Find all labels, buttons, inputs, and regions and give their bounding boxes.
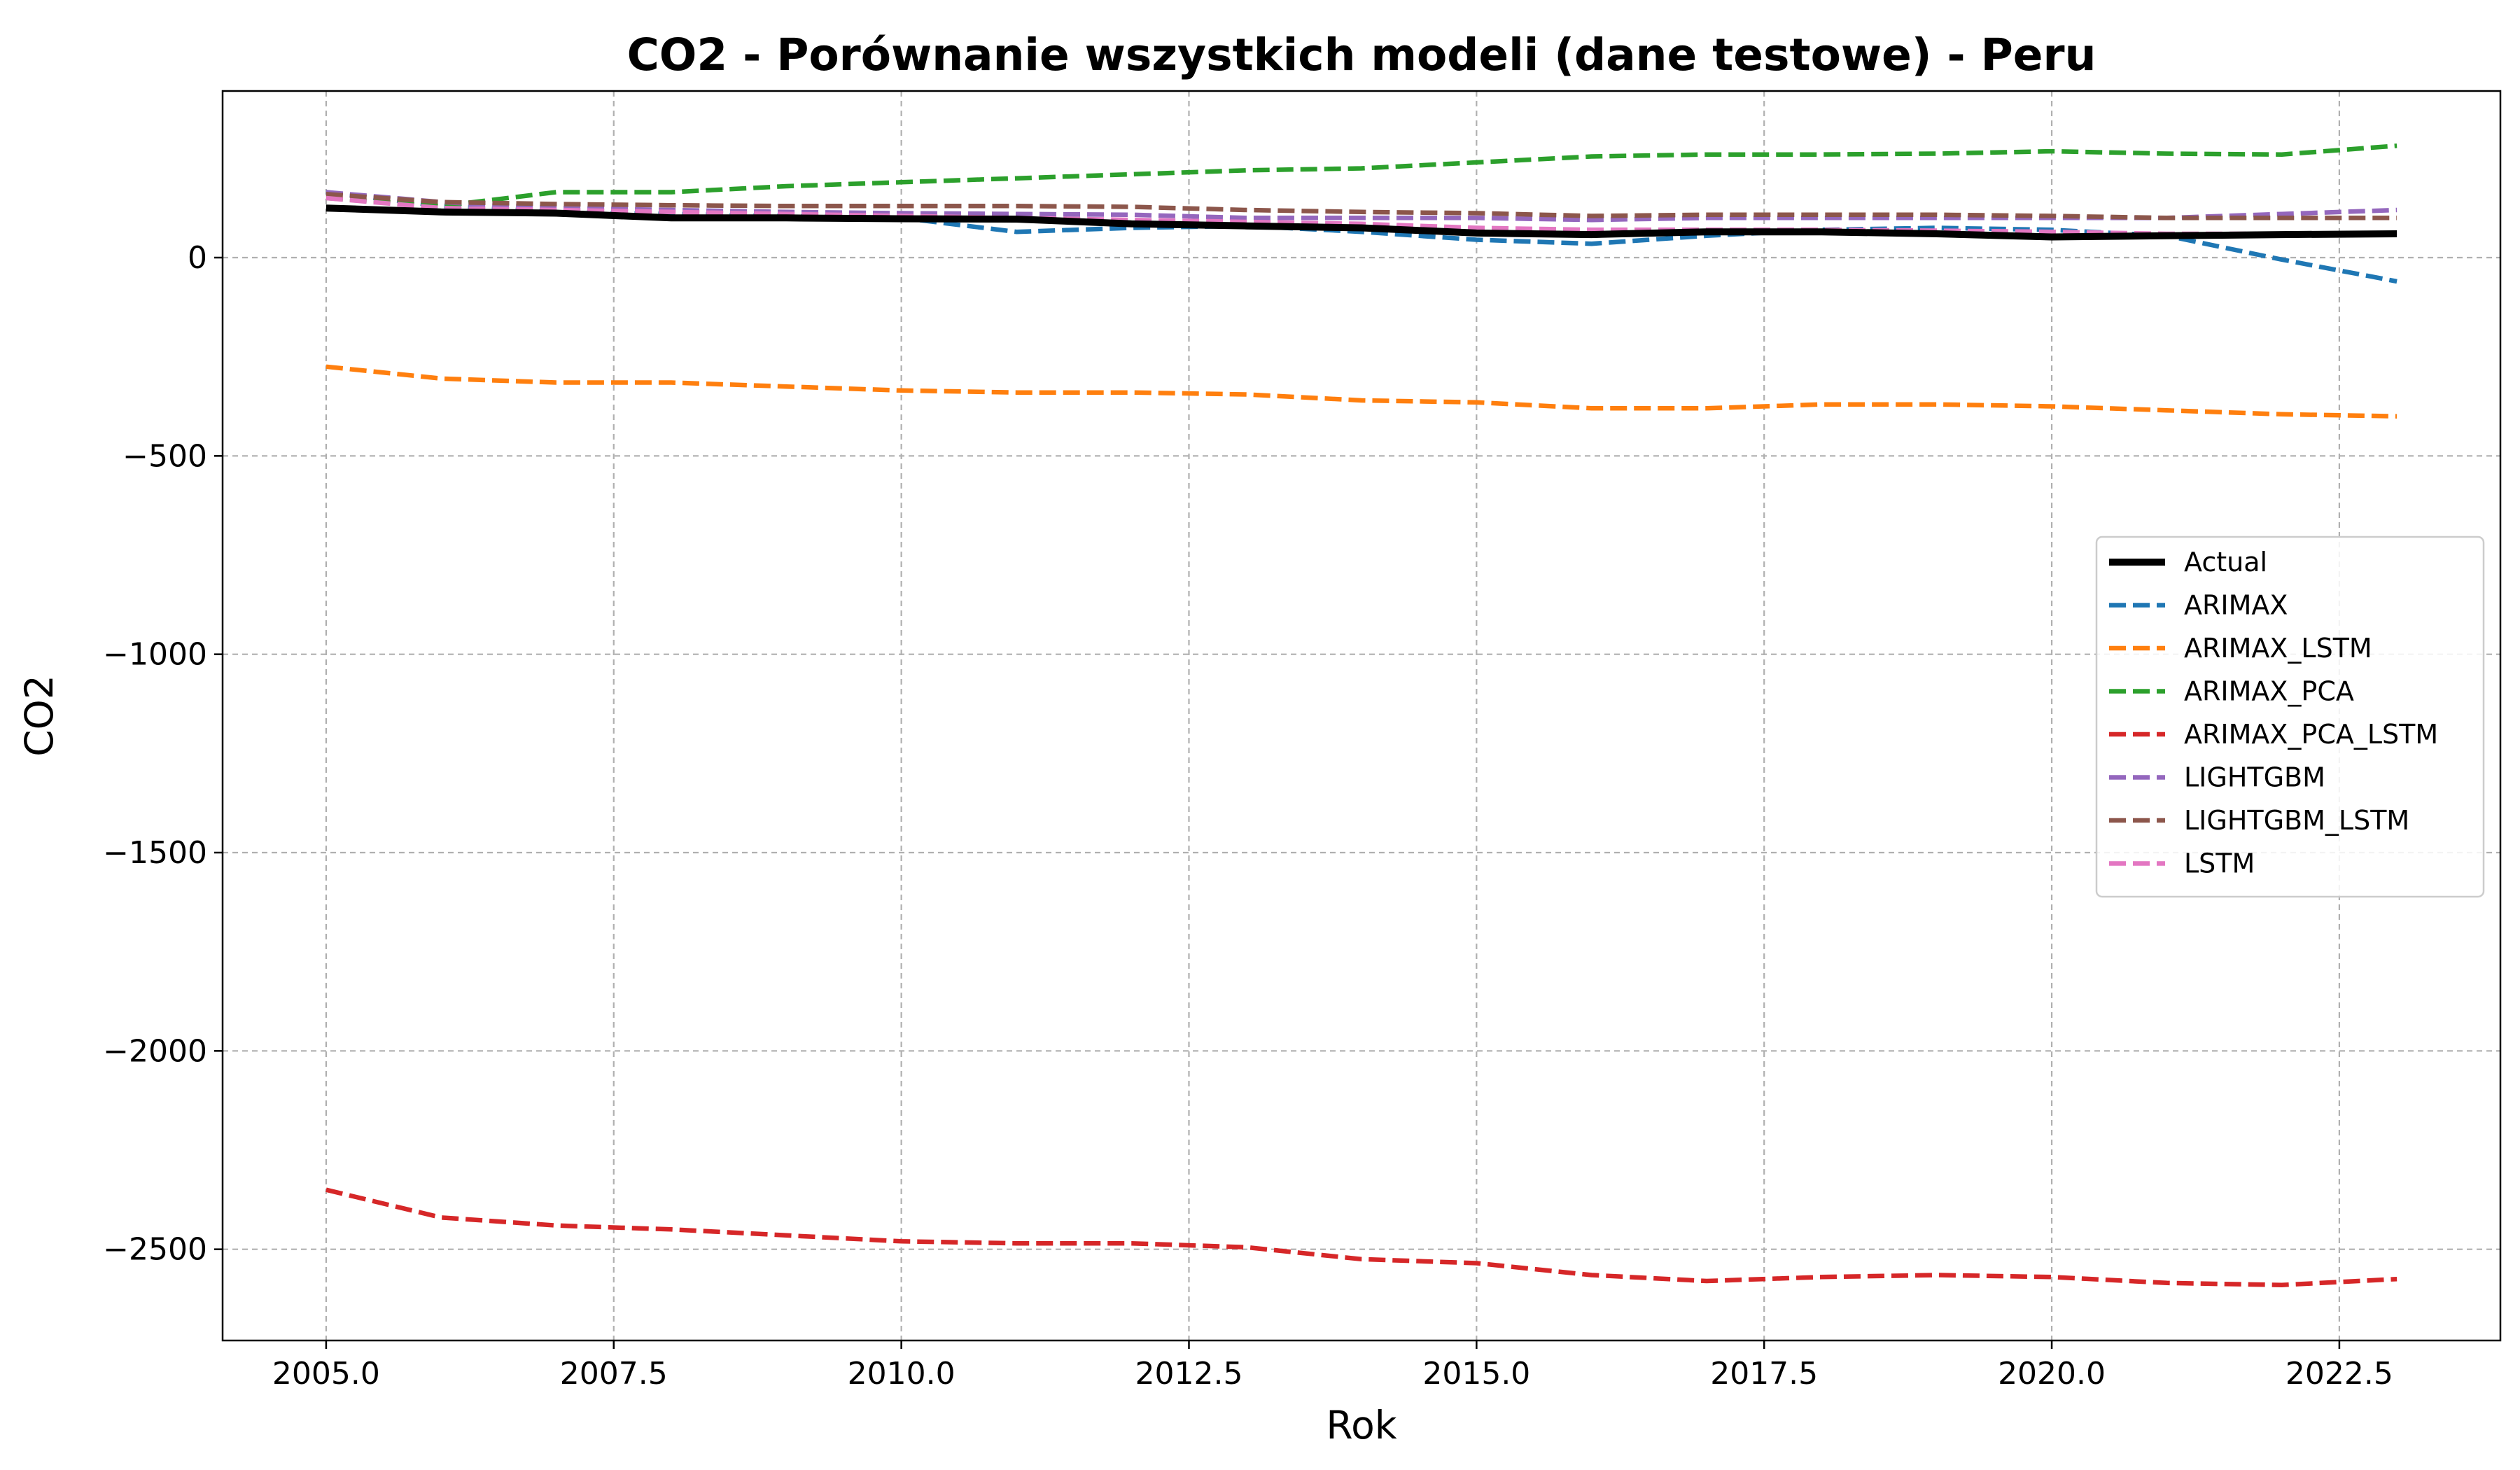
legend-label-arimax-pca: ARIMAX_PCA xyxy=(2184,676,2354,707)
x-tick-label: 2010.0 xyxy=(848,1356,955,1392)
x-tick-label: 2022.5 xyxy=(2286,1356,2393,1392)
y-tick-label: −2500 xyxy=(103,1232,207,1268)
x-tick-label: 2020.0 xyxy=(1998,1356,2106,1392)
chart-title: CO2 - Porównanie wszystkich modeli (dane… xyxy=(627,29,2096,80)
legend-label-lightgbm: LIGHTGBM xyxy=(2184,762,2325,793)
x-tick-label: 2012.5 xyxy=(1135,1356,1243,1392)
axis-ticks: 2005.0 2007.5 2010.0 2012.5 2015.0 2017.5 2020… xyxy=(103,240,2393,1392)
legend: Actual ARIMAX ARIMAX_LSTM ARIMAX_PCA ARIMAX_… xyxy=(2095,536,2485,898)
x-tick-label: 2007.5 xyxy=(560,1356,668,1392)
legend-label-arimax-lstm: ARIMAX_LSTM xyxy=(2184,633,2372,664)
x-tick-label: 2017.5 xyxy=(1710,1356,1818,1392)
y-tick-label: −500 xyxy=(122,438,207,474)
legend-box xyxy=(2095,536,2485,898)
series-line-lightgbm-lstm xyxy=(326,192,2398,220)
legend-label-arimax: ARIMAX xyxy=(2184,590,2288,621)
x-axis-label: Rok xyxy=(1326,1403,1396,1448)
y-tick-label: −1500 xyxy=(103,835,207,871)
y-axis-label: CO2 xyxy=(17,675,62,757)
plot-frame xyxy=(221,90,2502,1342)
series-line-arimax-lstm xyxy=(326,364,2398,419)
x-tick-label: 2005.0 xyxy=(272,1356,380,1392)
legend-label-arimax-pca-lstm: ARIMAX_PCA_LSTM xyxy=(2184,719,2438,750)
y-tick-label: 0 xyxy=(188,240,207,276)
series-line-arimax-pca-lstm xyxy=(326,1187,2398,1287)
series-line-arimax-pca xyxy=(326,143,2398,209)
y-tick-label: −2000 xyxy=(103,1033,207,1069)
legend-label-lstm: LSTM xyxy=(2184,848,2255,879)
x-tick-label: 2015.0 xyxy=(1422,1356,1530,1392)
series-line-lstm xyxy=(326,195,2398,237)
series-line-actual xyxy=(326,204,2398,241)
legend-label-actual: Actual xyxy=(2184,547,2267,578)
series-lines xyxy=(326,143,2398,1287)
grid xyxy=(223,91,2500,1340)
legend-label-lightgbm-lstm: LIGHTGBM_LSTM xyxy=(2184,805,2409,836)
y-tick-label: −1000 xyxy=(103,637,207,673)
